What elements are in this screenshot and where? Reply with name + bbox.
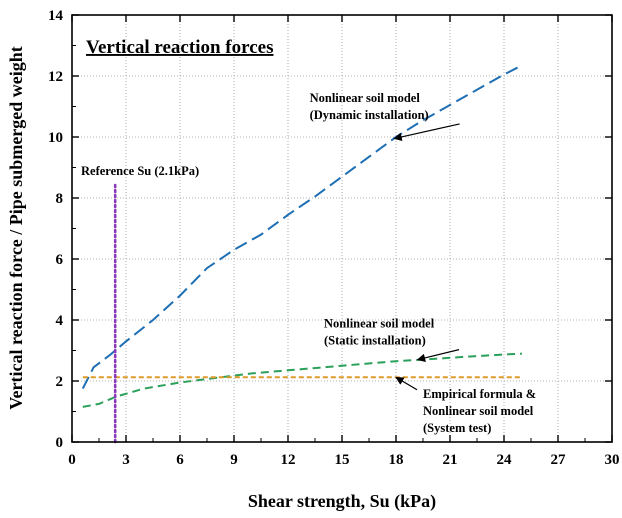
annotation-arrow (393, 123, 460, 141)
x-axis-label: Shear strength, Su (kPa) (248, 491, 436, 512)
series-line-1 (81, 64, 523, 390)
annotation-2: Reference Su (2.1kPa) (81, 164, 199, 178)
annotation-text: (Static installation) (324, 334, 426, 348)
annotation-3: Nonlinear soil model (Static installation… (324, 317, 460, 362)
x-tick-label: 6 (176, 452, 184, 468)
y-tick-label: 6 (56, 252, 64, 268)
annotation-text: Nonlinear soil model (324, 317, 435, 331)
x-tick-label: 21 (443, 452, 458, 468)
chart-title: Vertical reaction forces (86, 37, 273, 58)
annotation-text: Empirical formula & (423, 387, 536, 401)
annotation-4: Empirical formula & Nonlinear soil model (… (395, 376, 536, 435)
annotation-text: Reference Su (2.1kPa) (81, 164, 199, 178)
annotation-text: (Dynamic installation) (310, 108, 429, 122)
x-tick-label: 27 (551, 452, 567, 468)
x-tick-label: 15 (335, 452, 350, 468)
y-axis-label: Vertical reaction force / Pipe submerged… (6, 46, 26, 410)
y-tick-label: 12 (48, 69, 63, 85)
grid-lines (72, 15, 612, 442)
x-tick-label: 12 (281, 452, 296, 468)
y-tick-label: 4 (56, 313, 64, 329)
y-tick-label: 2 (56, 374, 64, 390)
annotation-1: Nonlinear soil model (Dynamic installatio… (310, 91, 460, 141)
y-tick-label: 14 (48, 8, 64, 24)
y-tick-label: 8 (56, 191, 64, 207)
annotations: Nonlinear soil model (Dynamic installatio… (81, 91, 536, 435)
annotation-text: Nonlinear soil model (310, 91, 421, 105)
annotation-text: (System test) (423, 421, 491, 435)
x-tick-label: 24 (497, 452, 513, 468)
x-tick-label: 0 (68, 452, 76, 468)
x-tick-label: 30 (605, 452, 620, 468)
annotation-arrow (395, 376, 418, 391)
annotation-arrow (416, 349, 460, 362)
annotation-text: Nonlinear soil model (423, 404, 534, 418)
y-tick-label: 0 (56, 435, 64, 451)
y-tick-label: 10 (48, 130, 63, 146)
x-tick-label: 9 (230, 452, 238, 468)
x-tick-label: 18 (389, 452, 404, 468)
series-layer (81, 64, 523, 444)
x-tick-label: 3 (122, 452, 130, 468)
series-line-2 (82, 352, 523, 408)
